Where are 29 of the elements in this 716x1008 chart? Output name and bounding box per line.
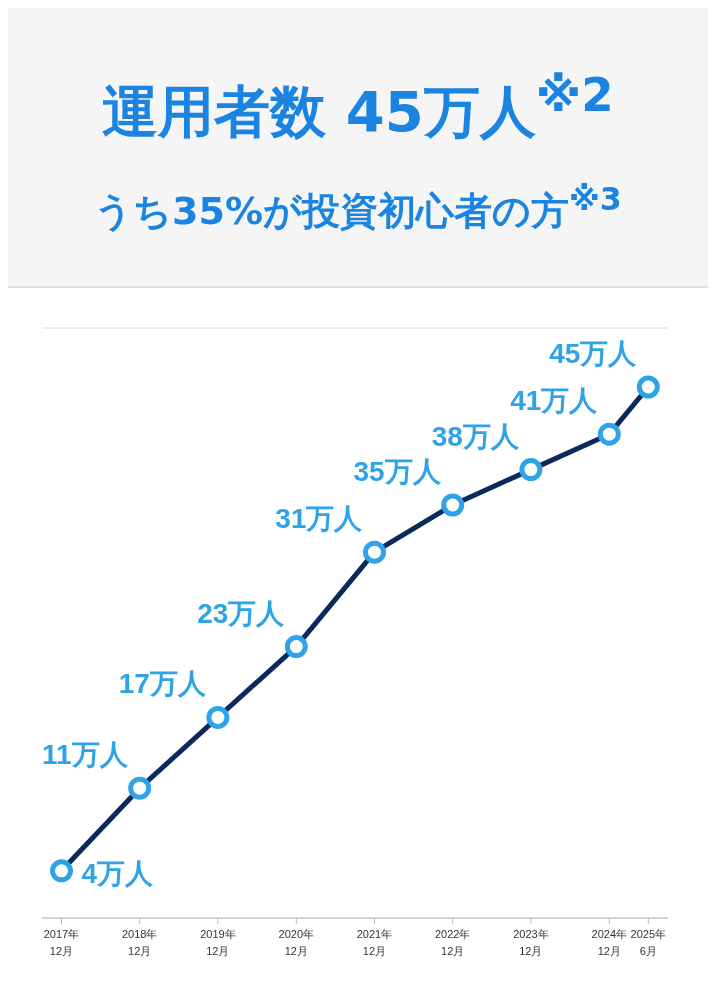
point [50, 859, 73, 883]
x-tick-label: 2022年 12月 [434, 928, 471, 957]
chart-title: 運用者数 45万人$^{※2}$ [101, 68, 615, 146]
x-tick-label: 2021年 12月 [356, 928, 393, 957]
point [284, 635, 308, 659]
data-label: 35万人 [353, 456, 442, 487]
point [597, 422, 621, 446]
x-tick-label: 2024年 12月 [591, 928, 628, 957]
data-label: 23万人 [197, 597, 286, 629]
data-label: 31万人 [275, 503, 364, 535]
point [519, 458, 543, 482]
data-label: 45万人 [549, 338, 638, 369]
point [636, 375, 660, 399]
data-label: 4万人 [81, 857, 155, 889]
x-tick-label: 2019年 12月 [200, 928, 236, 957]
data-label: 38万人 [431, 420, 520, 452]
x-tick-label: 2023年 12月 [513, 928, 549, 957]
point [441, 493, 465, 517]
data-label: 11万人 [42, 739, 129, 771]
x-tick-label: 2017年 12月 [43, 928, 80, 957]
x-tick-label: 2025年 6月 [630, 928, 667, 957]
point [363, 540, 386, 564]
point [128, 776, 152, 800]
point [206, 705, 230, 729]
chart-subtitle: うち35%が投資初心者の方$^{※3}$ [93, 180, 623, 235]
data-label: 41万人 [510, 385, 599, 417]
x-tick-label: 2020年 12月 [278, 928, 315, 957]
x-tick-label: 2018年 12月 [121, 928, 158, 957]
data-label: 17万人 [118, 668, 207, 700]
